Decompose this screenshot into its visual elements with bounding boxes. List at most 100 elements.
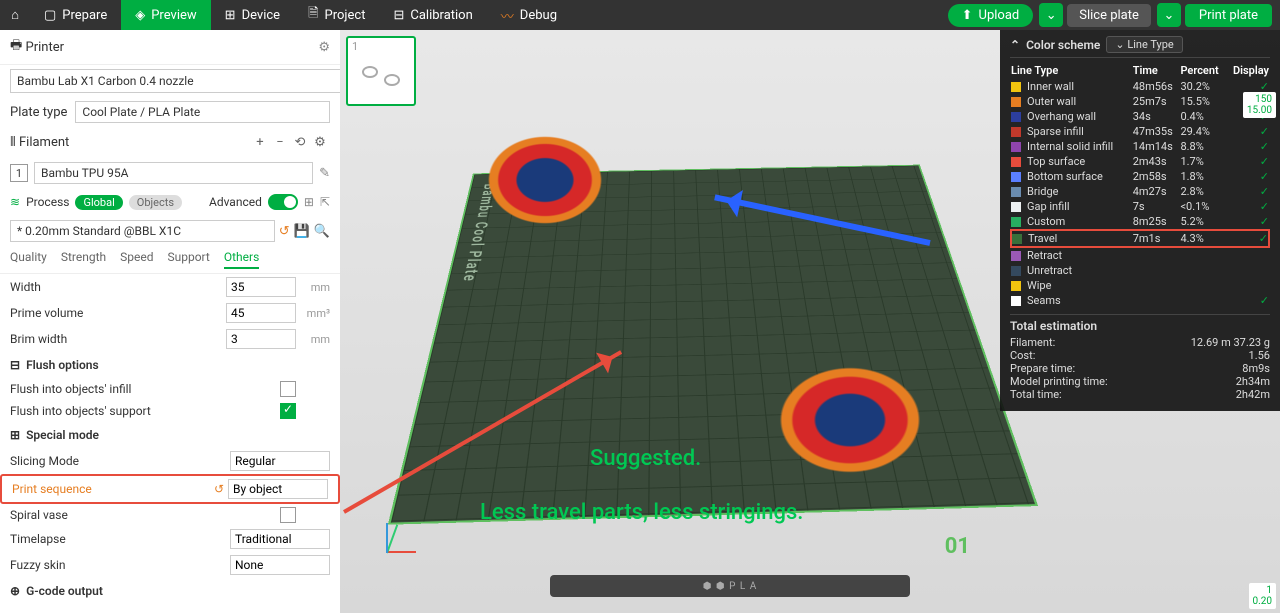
thumb-index: 1 xyxy=(352,40,358,53)
advanced-toggle[interactable] xyxy=(268,194,298,210)
legend-row[interactable]: Unretract xyxy=(1011,263,1269,278)
objects-pill[interactable]: Objects xyxy=(129,195,182,210)
home-button[interactable]: ⌂ xyxy=(0,7,30,23)
tab-device[interactable]: ⊞ Device xyxy=(211,0,294,30)
legend-row[interactable]: Retract xyxy=(1011,247,1269,263)
legend-row[interactable]: Wipe xyxy=(1011,278,1269,293)
filament-index: 1 xyxy=(16,167,22,180)
plate-thumbnail[interactable]: 1 xyxy=(346,36,416,106)
tab-calibration[interactable]: ⊟ Calibration xyxy=(379,0,486,30)
preset-select[interactable]: * 0.20mm Standard @BBL X1C xyxy=(10,220,275,242)
plate-type-select[interactable]: Cool Plate / PLA Plate xyxy=(75,101,330,123)
gear-icon[interactable]: ⚙ xyxy=(318,40,330,55)
filament-swatch[interactable]: 1 xyxy=(10,164,28,182)
tab-label: Project xyxy=(325,8,366,23)
flush-infill-checkbox[interactable] xyxy=(280,381,296,397)
flush-infill-label: Flush into objects' infill xyxy=(10,382,280,396)
print-dropdown[interactable]: ⌄ xyxy=(1157,3,1181,27)
tab-label: Prepare xyxy=(62,8,107,23)
flush-support-label: Flush into objects' support xyxy=(10,404,280,418)
filament-item: 1 Bambu TPU 95A ✎ xyxy=(0,158,340,188)
est-row: Cost:1.56 xyxy=(1010,349,1270,362)
legend-row[interactable]: Top surface2m43s1.7%✓ xyxy=(1011,154,1269,169)
filament-select[interactable]: Bambu TPU 95A xyxy=(34,162,313,184)
reset-preset-icon[interactable]: ↺ xyxy=(279,224,290,239)
param-spiral: Spiral vase xyxy=(0,504,340,526)
thumb-ring-icon xyxy=(362,66,378,78)
est-row: Filament:12.69 m 37.23 g xyxy=(1010,336,1270,349)
save-preset-icon[interactable]: 💾 xyxy=(294,224,310,239)
flush-header: ⊟Flush options xyxy=(0,352,340,378)
timelapse-select[interactable] xyxy=(230,529,330,549)
filament-settings-icon[interactable]: ⚙ xyxy=(310,135,330,150)
legend-row[interactable]: Custom8m25s5.2%✓ xyxy=(1011,214,1269,230)
model-ring-1 xyxy=(480,130,610,230)
tab-speed[interactable]: Speed xyxy=(120,250,153,269)
legend-row[interactable]: Sparse infill47m35s29.4%✓ xyxy=(1011,124,1269,139)
tab-label: Preview xyxy=(151,8,196,23)
legend-row[interactable]: Seams✓ xyxy=(1011,293,1269,308)
param-prime: Prime volume mm³ xyxy=(0,300,340,326)
legend-row[interactable]: Travel7m1s4.3%✓ xyxy=(1011,230,1269,247)
slice-button[interactable]: Slice plate xyxy=(1067,4,1151,27)
tab-preview[interactable]: ◈ Preview xyxy=(121,0,210,30)
legend-collapse-icon[interactable]: ⌃ xyxy=(1010,38,1020,52)
tab-quality[interactable]: Quality xyxy=(10,250,47,269)
overlay-text-2: Less travel parts, less stringings. xyxy=(480,500,803,525)
filament-icon: ⦀ xyxy=(10,135,16,150)
top-toolbar: ⌂ ▢ Prepare ◈ Preview ⊞ Device 🗎 Project… xyxy=(0,0,1280,30)
legend-row[interactable]: Outer wall25m7s15.5%✓ xyxy=(1011,94,1269,109)
legend-col-percent: Percent xyxy=(1180,62,1226,79)
est-title: Total estimation xyxy=(1010,319,1270,333)
tab-prepare[interactable]: ▢ Prepare xyxy=(30,0,121,30)
legend-row[interactable]: Bottom surface2m58s1.8%✓ xyxy=(1011,169,1269,184)
reset-icon[interactable]: ↺ xyxy=(214,482,224,496)
preset-name: * 0.20mm Standard @BBL X1C xyxy=(17,224,181,238)
param-width: Width mm xyxy=(0,274,340,300)
add-filament-icon[interactable]: + xyxy=(250,135,270,150)
legend-row[interactable]: Bridge4m27s2.8%✓ xyxy=(1011,184,1269,199)
prime-unit: mm³ xyxy=(296,307,330,320)
est-row: Total time:2h42m xyxy=(1010,388,1270,401)
legend-dropdown-value: Line Type xyxy=(1127,38,1173,51)
prime-label: Prime volume xyxy=(10,306,226,320)
global-pill[interactable]: Global xyxy=(75,195,122,210)
sync-filament-icon[interactable]: ⟲ xyxy=(290,135,310,150)
legend-row[interactable]: Inner wall48m56s30.2%✓ xyxy=(1011,79,1269,94)
legend-row[interactable]: Overhang wall34s0.4%✓ xyxy=(1011,109,1269,124)
expand-icon[interactable]: ⇱ xyxy=(320,195,330,209)
prime-input[interactable] xyxy=(226,303,296,323)
flush-support-checkbox[interactable] xyxy=(280,403,296,419)
search-preset-icon[interactable]: 🔍 xyxy=(314,224,330,239)
print-seq-select[interactable] xyxy=(228,479,328,499)
filament-title: Filament xyxy=(19,135,250,150)
printer-title: Printer xyxy=(26,40,319,55)
upload-button[interactable]: ⬆ Upload xyxy=(948,4,1034,27)
tab-project[interactable]: 🗎 Project xyxy=(294,0,379,30)
spiral-checkbox[interactable] xyxy=(280,507,296,523)
print-button[interactable]: Print plate xyxy=(1185,4,1272,27)
brim-input[interactable] xyxy=(226,329,296,349)
legend-dropdown[interactable]: ⌄ Line Type xyxy=(1106,36,1182,53)
filament-header: ⦀ Filament + − ⟲ ⚙ xyxy=(0,127,340,158)
color-scheme-legend: ⌃ Color scheme ⌄ Line Type Line Type Tim… xyxy=(1000,30,1280,411)
printer-select[interactable]: Bambu Lab X1 Carbon 0.4 nozzle xyxy=(10,69,340,93)
slice-dropdown[interactable]: ⌄ xyxy=(1039,3,1063,27)
tab-support[interactable]: Support xyxy=(167,250,209,269)
legend-row[interactable]: Gap infill7s<0.1%✓ xyxy=(1011,199,1269,214)
special-title: Special mode xyxy=(26,428,99,442)
slicing-mode-select[interactable] xyxy=(230,451,330,471)
legend-row[interactable]: Internal solid infill14m14s8.8%✓ xyxy=(1011,139,1269,154)
param-flush-infill: Flush into objects' infill xyxy=(0,378,340,400)
tab-debug[interactable]: 〰 Debug xyxy=(487,0,571,30)
fuzzy-select[interactable] xyxy=(230,555,330,575)
param-fuzzy: Fuzzy skin xyxy=(0,552,340,578)
plate-bar: ⬢ ⬢ P L A xyxy=(550,575,910,597)
tab-strength[interactable]: Strength xyxy=(61,250,106,269)
edit-filament-icon[interactable]: ✎ xyxy=(319,166,330,181)
width-input[interactable] xyxy=(226,277,296,297)
build-plate: Bambu Cool Plate xyxy=(388,165,1038,525)
remove-filament-icon[interactable]: − xyxy=(270,135,290,150)
compare-icon[interactable]: ⊞ xyxy=(304,195,314,209)
tab-others[interactable]: Others xyxy=(224,250,259,269)
